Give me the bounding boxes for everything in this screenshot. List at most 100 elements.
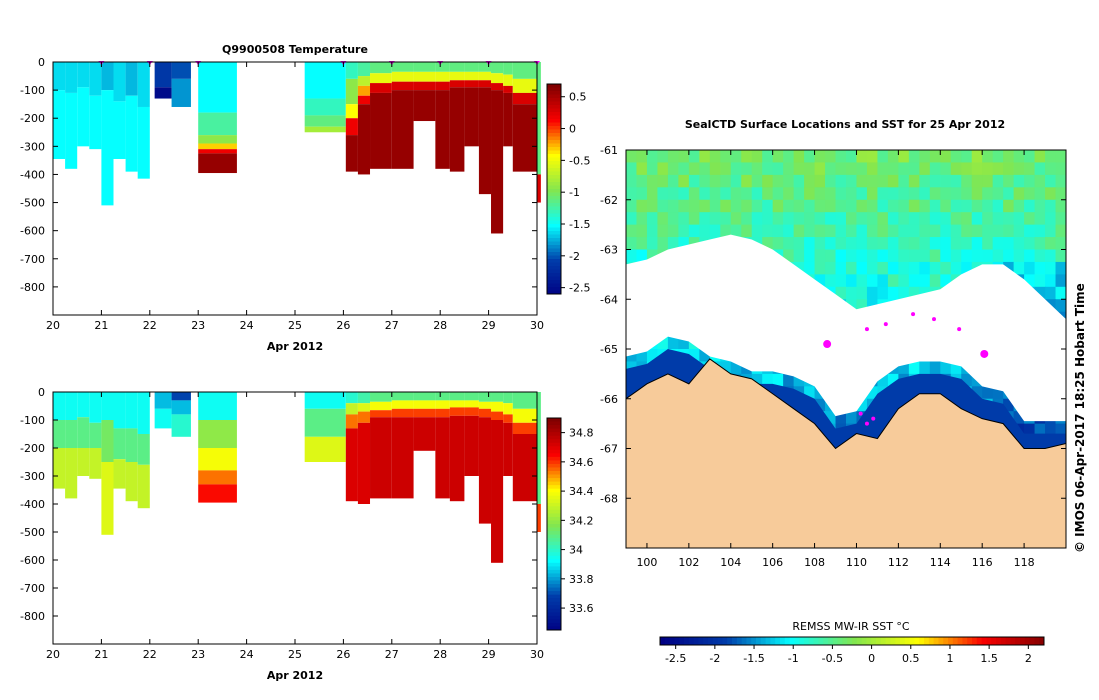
colorbar-segment — [547, 495, 561, 500]
sst-cell — [772, 187, 784, 201]
seal-position-marker — [911, 312, 916, 317]
sst-cell — [678, 336, 690, 350]
x-tick-label: 26 — [336, 648, 350, 661]
colorbar-segment — [876, 637, 882, 645]
colorbar-tick-label: -1.5 — [743, 652, 764, 665]
profile-layer — [101, 62, 114, 91]
sst-cell — [887, 274, 899, 288]
profile-layer — [491, 90, 504, 234]
colorbar-segment — [1015, 637, 1021, 645]
colorbar-segment — [547, 182, 561, 186]
sst-cell — [940, 174, 952, 188]
sst-cell — [751, 187, 763, 201]
sst-cell — [866, 286, 878, 300]
sst-cell — [908, 187, 920, 201]
sst-cell — [1045, 237, 1057, 250]
sst-cell — [1034, 187, 1046, 201]
seal-position-marker — [980, 349, 989, 358]
colorbar-segment — [727, 637, 733, 645]
sst-cell — [1013, 261, 1025, 275]
sst-cell — [856, 398, 868, 412]
sst-cell — [626, 162, 637, 176]
lon-tick-label: 102 — [678, 556, 699, 569]
sst-cell — [814, 274, 826, 288]
colorbar-tick-label: 34.4 — [569, 485, 594, 498]
sst-cell — [1055, 299, 1066, 313]
colorbar-segment — [547, 467, 561, 472]
colorbar-segment — [547, 594, 561, 599]
sst-cell — [814, 199, 826, 213]
sst-cell — [720, 187, 732, 201]
sst-cell — [1045, 249, 1057, 263]
sst-cell — [877, 286, 889, 300]
sst-cell — [626, 174, 637, 188]
sst-cell — [1034, 162, 1046, 176]
sst-cell — [1024, 423, 1036, 437]
colorbar-segment — [1039, 637, 1045, 645]
colorbar-segment — [547, 245, 561, 249]
profile-layer — [357, 392, 371, 404]
profile-layer — [478, 401, 492, 409]
sst-cell — [1003, 249, 1015, 263]
x-tick-label: 23 — [191, 319, 205, 332]
colorbar-frame — [546, 83, 562, 295]
lon-tick-label: 118 — [1014, 556, 1035, 569]
sst-cell — [804, 187, 816, 201]
colorbar-tick-label: 2 — [1025, 652, 1032, 665]
sst-cell — [783, 174, 795, 188]
sst-cell — [856, 261, 868, 275]
sst-cell — [982, 174, 994, 188]
profile-layer — [65, 448, 78, 499]
profile-layer — [113, 392, 126, 429]
x-tick-label: 26 — [336, 319, 350, 332]
profile-layer — [478, 62, 492, 72]
colorbar-segment — [547, 154, 561, 158]
sst-cell — [814, 150, 826, 163]
y-tick-label: -100 — [20, 414, 45, 427]
profile-layer — [89, 62, 102, 96]
sst-cell — [898, 286, 910, 300]
colorbar-segment — [880, 637, 887, 645]
lon-tick-label: 110 — [846, 556, 867, 569]
profile-layer — [512, 104, 537, 172]
sst-cell — [866, 237, 878, 250]
colorbar-segment — [547, 266, 561, 270]
sst-cell — [688, 199, 700, 213]
colorbar-segment — [866, 637, 872, 645]
sst-cell — [646, 349, 658, 362]
sst-cell — [929, 174, 941, 188]
colorbar-segment — [751, 637, 757, 645]
colorbar-segment — [547, 463, 561, 468]
profile-layer — [537, 174, 541, 203]
sst-cell — [950, 174, 962, 188]
sst-cell — [1024, 187, 1036, 201]
sst-cell — [626, 212, 637, 226]
sst-cell — [856, 162, 868, 176]
profile-layer — [357, 62, 371, 77]
temperature-profiles — [53, 62, 541, 234]
sst-cell — [835, 187, 847, 201]
sst-cell — [678, 187, 690, 201]
colorbar-tick-label: -2.5 — [665, 652, 686, 665]
x-tick-label: 27 — [385, 319, 399, 332]
colorbar-segment — [547, 273, 561, 277]
colorbar-tick-label: -2.5 — [569, 282, 590, 295]
colorbar-segment — [547, 105, 561, 109]
sst-cell — [856, 150, 868, 163]
profile-layer — [198, 392, 237, 420]
sst-cell — [919, 199, 931, 213]
colorbar-segment — [547, 428, 561, 433]
sst-cell — [762, 224, 774, 238]
colorbar-segment — [712, 637, 719, 645]
sst-cell — [646, 212, 658, 226]
sst-cell — [751, 199, 763, 213]
profile-layer — [53, 420, 66, 448]
profile-layer — [65, 392, 78, 420]
profile-layer — [449, 415, 465, 502]
x-tick-label: 20 — [46, 319, 60, 332]
sst-cell — [709, 187, 721, 201]
sst-cell — [1003, 174, 1015, 188]
y-tick-label: 0 — [38, 56, 45, 69]
sst-cell — [982, 212, 994, 226]
sst-cell — [646, 237, 658, 250]
